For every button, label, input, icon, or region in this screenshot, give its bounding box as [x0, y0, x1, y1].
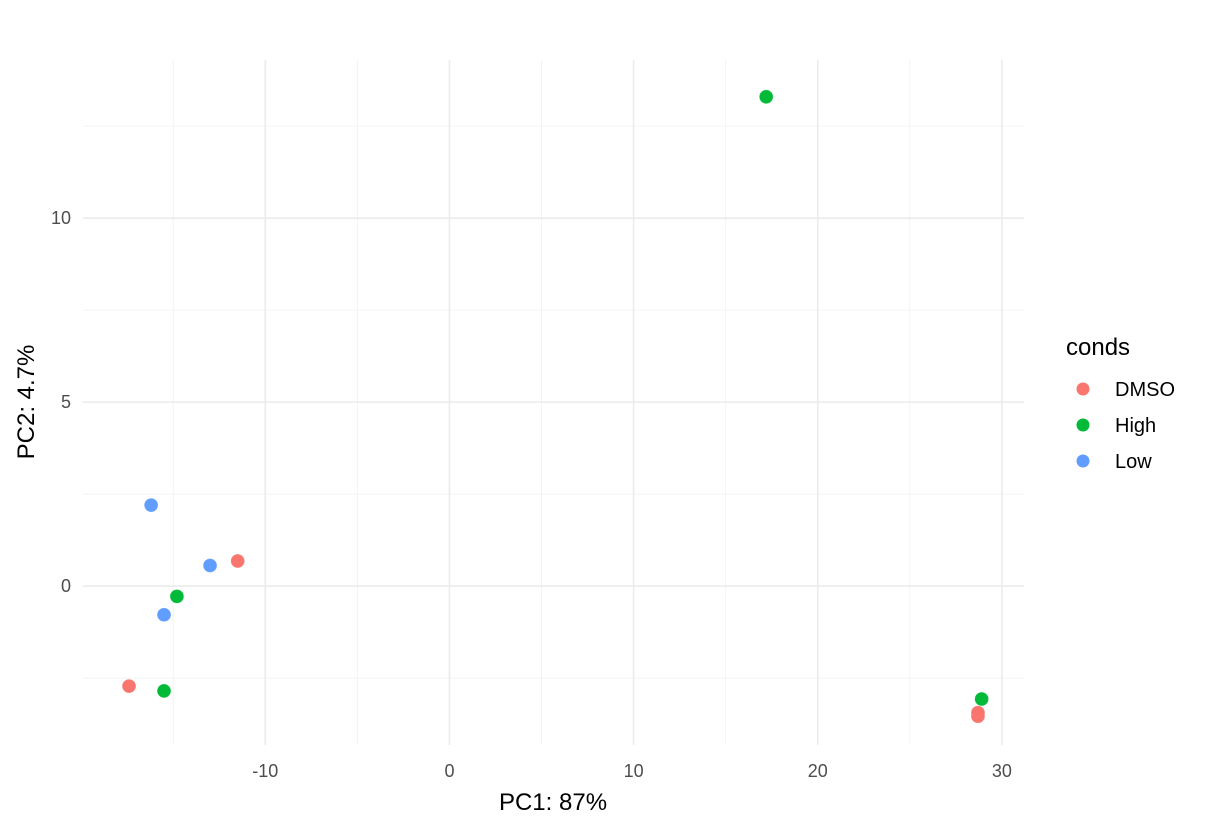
x-tick-label: 0 [444, 761, 454, 781]
legend-key-dmso [1076, 382, 1090, 396]
y-tick-label: 10 [51, 208, 71, 228]
data-point-dmso [971, 709, 985, 724]
legend-title: conds [1066, 334, 1130, 361]
data-point-low [203, 558, 217, 573]
legend-label-low: Low [1115, 451, 1152, 473]
x-tick-label: 10 [624, 761, 644, 781]
data-point-high [157, 684, 171, 698]
data-point-low [144, 498, 159, 513]
legend-key-low [1076, 454, 1090, 468]
data-point-dmso [230, 554, 245, 568]
x-tick-label: 30 [992, 761, 1012, 781]
data-points [122, 89, 989, 724]
data-point-low [157, 607, 171, 622]
y-tick-label: 0 [61, 576, 71, 596]
data-point-high [170, 589, 184, 604]
legend: conds DMSO High Low [1066, 334, 1175, 473]
y-axis-ticks: 0 5 10 [51, 208, 71, 596]
legend-key-high [1076, 418, 1090, 432]
data-point-high [759, 89, 774, 104]
y-tick-label: 5 [61, 392, 71, 412]
x-axis-ticks: -10 0 10 20 30 [252, 761, 1012, 781]
x-tick-label: -10 [252, 761, 278, 781]
legend-label-dmso: DMSO [1115, 379, 1175, 401]
x-tick-label: 20 [808, 761, 828, 781]
x-axis-title: PC1: 87% [499, 789, 607, 816]
data-point-dmso [122, 679, 136, 694]
data-point-high [974, 692, 989, 706]
grid [83, 60, 1024, 745]
y-axis-title: PC2: 4.7% [13, 345, 40, 460]
legend-label-high: High [1115, 415, 1156, 437]
